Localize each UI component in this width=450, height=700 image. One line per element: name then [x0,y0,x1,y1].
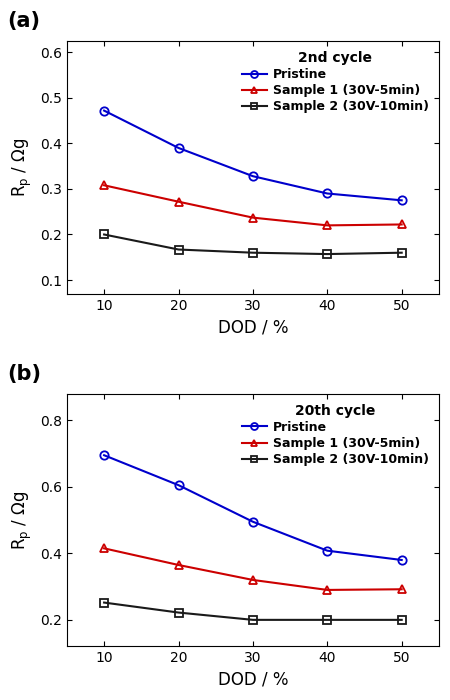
X-axis label: DOD / %: DOD / % [218,671,288,689]
Legend: Pristine, Sample 1 (30V-5min), Sample 2 (30V-10min): Pristine, Sample 1 (30V-5min), Sample 2 … [238,400,432,470]
Y-axis label: R$_\mathregular{p}$ / Ωg: R$_\mathregular{p}$ / Ωg [11,490,35,550]
Text: (a): (a) [7,10,40,31]
X-axis label: DOD / %: DOD / % [218,318,288,336]
Y-axis label: R$_\mathregular{p}$ / Ωg: R$_\mathregular{p}$ / Ωg [11,138,35,197]
Legend: Pristine, Sample 1 (30V-5min), Sample 2 (30V-10min): Pristine, Sample 1 (30V-5min), Sample 2 … [238,47,432,117]
Text: (b): (b) [7,363,41,384]
